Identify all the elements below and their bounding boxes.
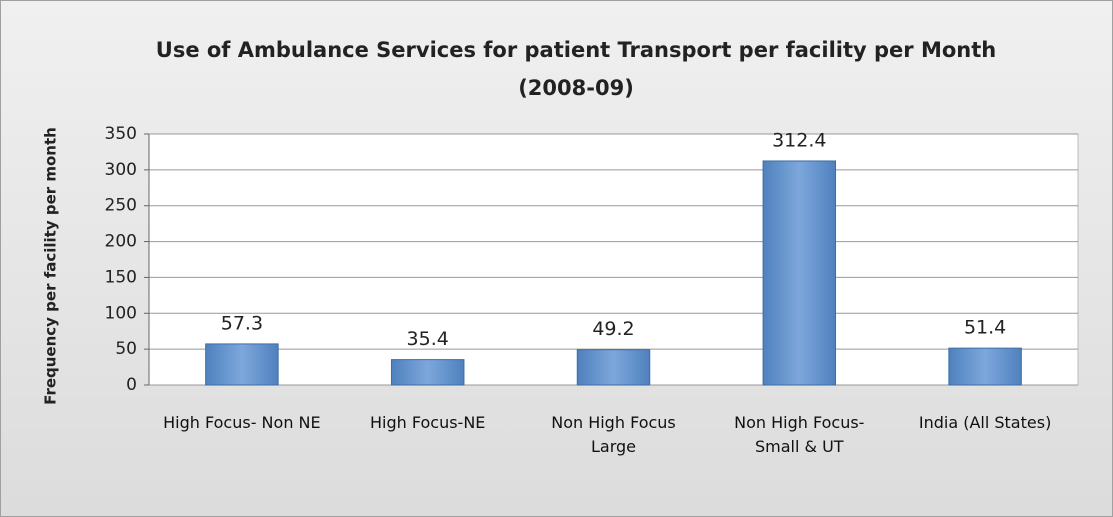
x-tick-label: Non High Focus Large bbox=[551, 413, 676, 456]
data-label: 312.4 bbox=[772, 129, 826, 151]
data-label: 35.4 bbox=[407, 328, 449, 350]
chart-title: Use of Ambulance Services for patient Tr… bbox=[155, 38, 997, 100]
y-axis-label: Frequency per facility per month bbox=[42, 127, 60, 405]
y-tick-label: 200 bbox=[105, 232, 137, 252]
x-tick-label: India (All States) bbox=[918, 413, 1052, 432]
y-tick-label: 50 bbox=[115, 339, 137, 359]
bar bbox=[576, 349, 651, 386]
data-label: 57.3 bbox=[221, 312, 263, 334]
bar bbox=[948, 347, 1022, 386]
x-tick-label: Non High Focus- Small & UT bbox=[734, 413, 865, 456]
x-tick-label: High Focus-NE bbox=[369, 413, 486, 432]
y-tick-label: 0 bbox=[126, 375, 137, 395]
bar bbox=[205, 343, 279, 386]
y-tick-label: 250 bbox=[105, 196, 137, 216]
y-tick-label: 100 bbox=[105, 303, 137, 323]
bar bbox=[390, 359, 465, 386]
bar bbox=[762, 160, 837, 386]
y-tick-label: 150 bbox=[105, 267, 137, 287]
y-tick-label: 350 bbox=[105, 124, 137, 144]
plot-area bbox=[148, 133, 1079, 386]
data-label: 51.4 bbox=[964, 317, 1006, 339]
data-label: 49.2 bbox=[592, 318, 634, 340]
y-tick-label: 300 bbox=[105, 160, 137, 180]
x-tick-label: High Focus- Non NE bbox=[163, 413, 321, 432]
